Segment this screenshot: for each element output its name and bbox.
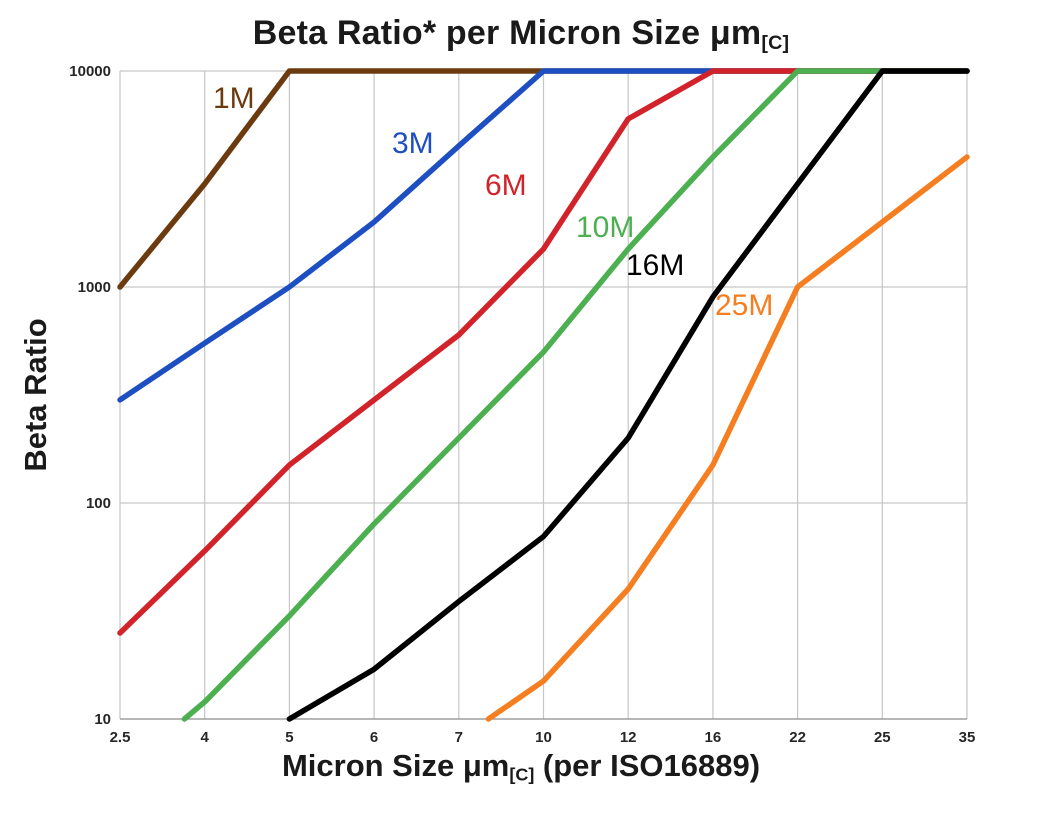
y-axis-tick-label: 1000 — [78, 279, 111, 296]
x-axis-tick-label: 10 — [535, 729, 552, 746]
series-line-10m — [181, 68, 970, 722]
series-label-1m: 1M — [213, 82, 255, 115]
x-axis-title-suffix: (per ISO16889) — [534, 748, 761, 783]
x-axis-tick-label: 7 — [455, 729, 463, 746]
x-axis-tick-label: 16 — [705, 729, 722, 746]
x-axis-title: Micron Size μm[C] (per ISO16889) — [0, 748, 1042, 785]
x-axis-tick-label: 22 — [789, 729, 806, 746]
chart-title-text: Beta Ratio* per Micron Size μm — [252, 14, 762, 52]
x-axis-tick-label: 12 — [620, 729, 637, 746]
x-axis-tick-label: 35 — [959, 729, 976, 746]
x-axis-tick-label: 4 — [201, 729, 210, 746]
series-label-3m: 3M — [392, 127, 434, 160]
x-axis-title-subscript: [C] — [509, 764, 535, 785]
series-label-25m: 25M — [715, 289, 773, 322]
series-label-6m: 6M — [485, 169, 527, 202]
x-axis-tick-label: 2.5 — [110, 729, 131, 746]
x-axis-tick-label: 25 — [874, 729, 891, 746]
chart-title: Beta Ratio* per Micron Size μm[C] — [0, 14, 1042, 55]
x-axis-title-text: Micron Size μm — [281, 748, 510, 783]
y-axis-tick-label: 10000 — [69, 63, 111, 80]
series-line-16m — [286, 68, 970, 722]
series-line-25m — [485, 154, 970, 722]
chart-title-subscript: [C] — [761, 31, 790, 54]
y-axis-tick-label: 10 — [94, 711, 111, 728]
x-axis-tick-label: 6 — [370, 729, 378, 746]
series-label-16m: 16M — [626, 249, 684, 282]
y-axis-tick-label: 100 — [86, 495, 111, 512]
series-label-10m: 10M — [576, 211, 634, 244]
x-axis-tick-label: 5 — [285, 729, 293, 746]
